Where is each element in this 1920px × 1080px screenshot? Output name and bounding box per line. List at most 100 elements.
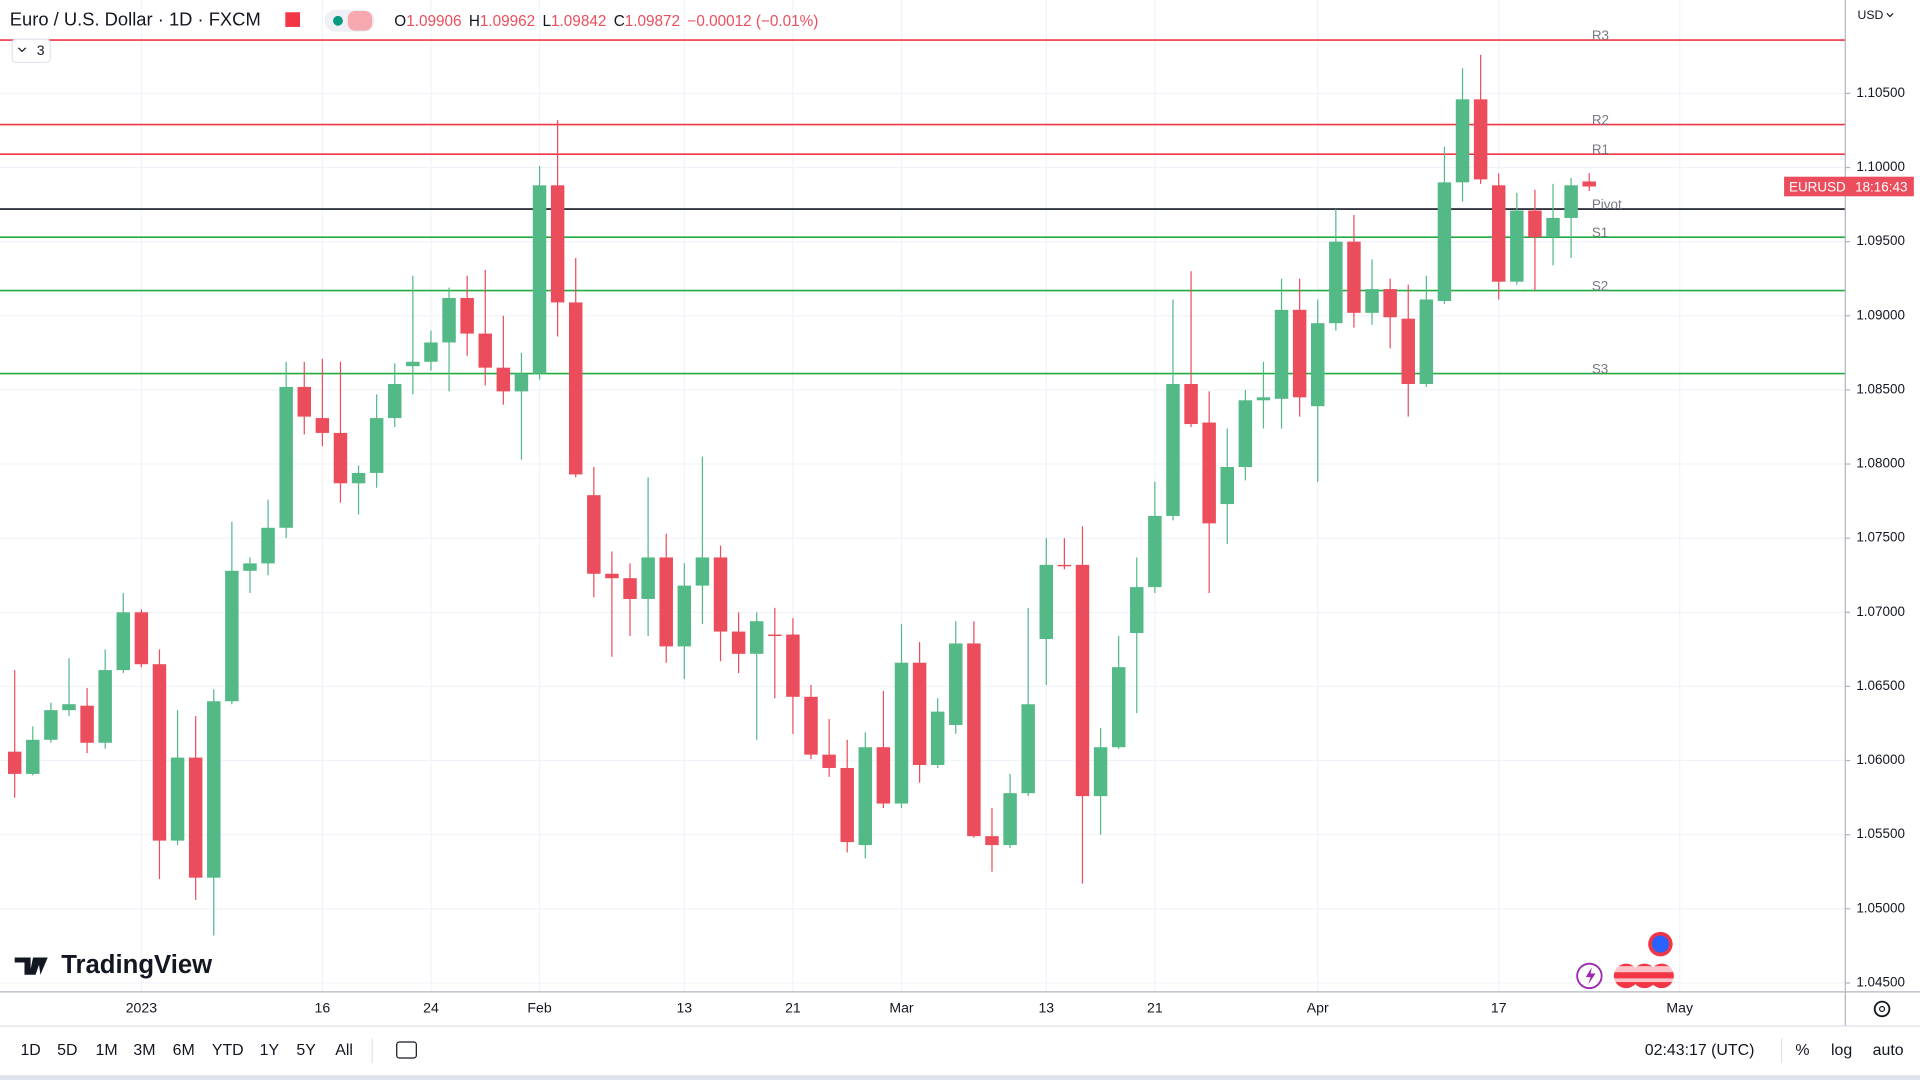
event-icon-inner xyxy=(1651,935,1669,953)
candle-body xyxy=(62,704,76,711)
chart-title: Euro / U.S. Dollar · 1D · FXCM xyxy=(10,9,261,30)
candle-body xyxy=(1148,515,1162,588)
candle-body xyxy=(7,751,22,774)
candle-body xyxy=(894,662,909,804)
toolbar: 1D 5D 1M 3M 6M YTD 1Y 5Y All xyxy=(20,1042,352,1059)
range-button[interactable]: 1D xyxy=(20,1042,40,1059)
candle-body xyxy=(1528,210,1542,238)
y-tick-label: 1.05000 xyxy=(1856,900,1905,915)
range-button[interactable]: 1Y xyxy=(260,1042,280,1059)
candle-body xyxy=(261,527,275,564)
y-tick-label: 1.09500 xyxy=(1856,233,1905,248)
candle-body xyxy=(1365,289,1379,313)
pivot-label: S2 xyxy=(1592,278,1608,293)
y-tick-label: 1.07500 xyxy=(1856,530,1905,545)
candle-body xyxy=(930,711,945,766)
candle-body xyxy=(1111,667,1126,748)
range-button[interactable]: 1M xyxy=(95,1042,117,1059)
flag-stripe xyxy=(1613,966,1676,973)
ohlc-label: O xyxy=(394,13,406,30)
candle-body xyxy=(623,578,637,599)
candle-body xyxy=(1473,99,1488,180)
x-tick-label: May xyxy=(1666,1000,1694,1016)
candle-body xyxy=(912,662,927,766)
candle-body xyxy=(949,643,963,725)
candle-body xyxy=(152,664,167,841)
ohlc-values: O1.09906 H1.09962 L1.09842 C1.09872 −0.00012… xyxy=(394,13,818,30)
candle-body xyxy=(967,643,981,837)
auto-toggle[interactable]: auto xyxy=(1873,1042,1904,1059)
y-tick-label: 1.05500 xyxy=(1856,826,1905,841)
y-tick-label: 1.06000 xyxy=(1856,752,1905,767)
data-icon xyxy=(347,11,373,31)
flag-stripe xyxy=(1613,978,1676,983)
y-tick-label: 1.09000 xyxy=(1856,307,1905,322)
x-tick-label: 16 xyxy=(315,1000,331,1016)
compare-icon[interactable] xyxy=(396,1041,417,1059)
pivot-label: S1 xyxy=(1592,225,1608,240)
candle-body xyxy=(1003,793,1017,846)
candle-body xyxy=(478,333,492,368)
candle-body xyxy=(297,386,311,417)
range-button[interactable]: 3M xyxy=(133,1042,155,1059)
candle-body xyxy=(1510,210,1524,282)
candle-body xyxy=(1130,587,1144,634)
candle-body xyxy=(514,373,529,392)
candle-body xyxy=(1184,383,1198,425)
currency-label[interactable]: USD xyxy=(1858,8,1884,22)
candle-body xyxy=(731,631,746,654)
candle-body xyxy=(804,696,818,755)
range-button[interactable]: 5Y xyxy=(296,1042,316,1059)
candle-body xyxy=(1383,289,1397,318)
range-button[interactable]: 5D xyxy=(57,1042,77,1059)
candle-body xyxy=(225,570,239,702)
candle-body xyxy=(550,185,565,303)
candle-body xyxy=(315,418,330,433)
pivot-label: Pivot xyxy=(1592,197,1622,212)
x-tick-label: 24 xyxy=(423,1000,439,1016)
candle-body xyxy=(1256,397,1271,401)
x-tick-label: Feb xyxy=(527,1000,551,1016)
candle-body xyxy=(858,747,873,846)
change: −0.00012 (−0.01%) xyxy=(687,13,818,30)
range-button[interactable]: All xyxy=(335,1042,353,1059)
indicators-toggle[interactable] xyxy=(11,38,51,64)
status-dot xyxy=(333,15,343,26)
candle-body xyxy=(1292,309,1307,398)
y-tick-label: 1.10000 xyxy=(1856,159,1905,174)
candle-body xyxy=(713,557,728,632)
range-button[interactable]: 6M xyxy=(173,1042,195,1059)
candle-body xyxy=(1274,309,1289,399)
flag-icon[interactable] xyxy=(285,12,300,27)
candle-body xyxy=(587,495,601,574)
candle-body xyxy=(279,386,293,528)
range-button[interactable]: YTD xyxy=(212,1042,244,1059)
pivot-label: R1 xyxy=(1592,142,1609,157)
candle-body xyxy=(568,302,583,475)
candle-body xyxy=(659,557,673,647)
x-tick-label: Mar xyxy=(889,1000,914,1016)
candle-body xyxy=(768,634,782,637)
last-price-box xyxy=(1784,176,1914,197)
settings-icon[interactable] xyxy=(1873,1000,1891,1018)
candle-body xyxy=(786,634,800,697)
candle-body xyxy=(677,585,692,647)
indicators-count: 3 xyxy=(37,42,45,58)
clock[interactable]: 02:43:17 (UTC) xyxy=(1645,1042,1755,1059)
candle-body xyxy=(460,297,474,334)
candle-body xyxy=(1075,564,1090,797)
y-tick-label: 1.07000 xyxy=(1856,604,1905,619)
log-toggle[interactable]: log xyxy=(1831,1042,1852,1059)
candle-body xyxy=(496,367,511,392)
percent-toggle[interactable]: % xyxy=(1795,1042,1809,1059)
pivot-label: S3 xyxy=(1592,361,1608,376)
candle-body xyxy=(333,432,348,484)
candle-body xyxy=(532,185,547,374)
pivot-label: R2 xyxy=(1592,112,1609,127)
candle-body xyxy=(1093,747,1108,797)
candle-body xyxy=(1401,318,1415,384)
candle-body xyxy=(1238,400,1253,468)
axes xyxy=(0,0,1920,1027)
